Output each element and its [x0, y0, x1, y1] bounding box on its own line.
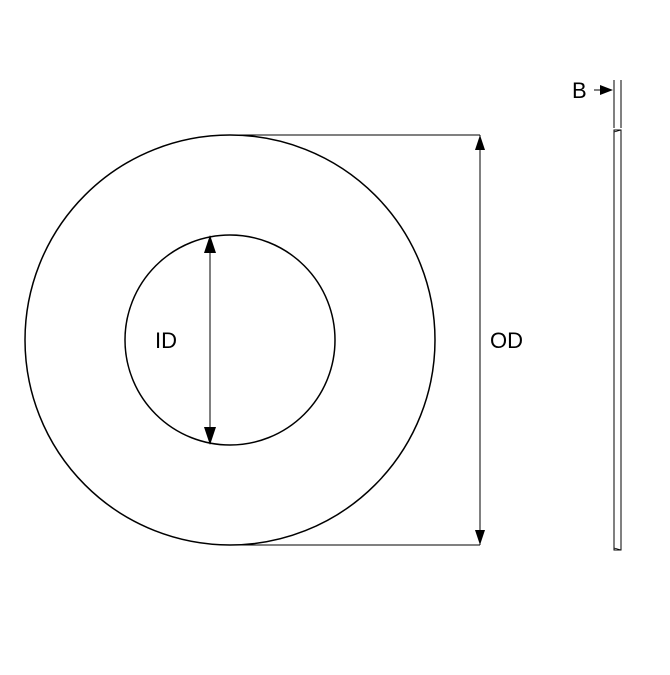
b-label: B [572, 78, 587, 104]
id-label: ID [155, 328, 177, 354]
side-profile [614, 130, 621, 550]
od-arrow-bottom [475, 530, 485, 545]
od-label: OD [490, 328, 523, 354]
od-arrow-top [475, 135, 485, 150]
washer-diagram: ID OD B [0, 0, 670, 670]
diagram-svg [0, 0, 670, 670]
outer-circle [25, 135, 435, 545]
thickness-arrow-head [600, 85, 613, 95]
